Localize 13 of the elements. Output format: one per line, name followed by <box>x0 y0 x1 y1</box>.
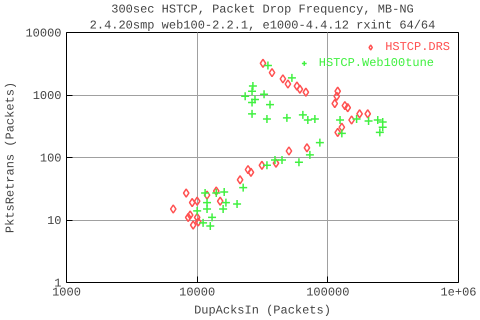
chart-title: 300sec HSTCP, Packet Drop Frequency, MB-NG <box>111 2 414 16</box>
y-axis-title: PktsRetrans (Packets) <box>3 82 18 234</box>
y-tick-label: 100 <box>40 152 62 166</box>
chart-subtitle: 2.4.20smp web100-2.2.1, e1000-4.4.12 rxint 64/64 <box>90 18 436 32</box>
y-tick-label: 1000 <box>32 89 62 103</box>
x-tick-label: 100000 <box>306 286 350 300</box>
y-tick-label: 10000 <box>25 26 62 40</box>
x-tick-label: 1e+06 <box>440 286 477 300</box>
legend-label: HSTCP.Web100tune <box>318 56 434 70</box>
x-tick-label: 10000 <box>179 286 216 300</box>
y-tick-label: 10 <box>47 214 62 228</box>
legend-label: HSTCP.DRS <box>385 40 450 54</box>
x-axis-title: DupAcksIn (Packets) <box>194 304 331 318</box>
